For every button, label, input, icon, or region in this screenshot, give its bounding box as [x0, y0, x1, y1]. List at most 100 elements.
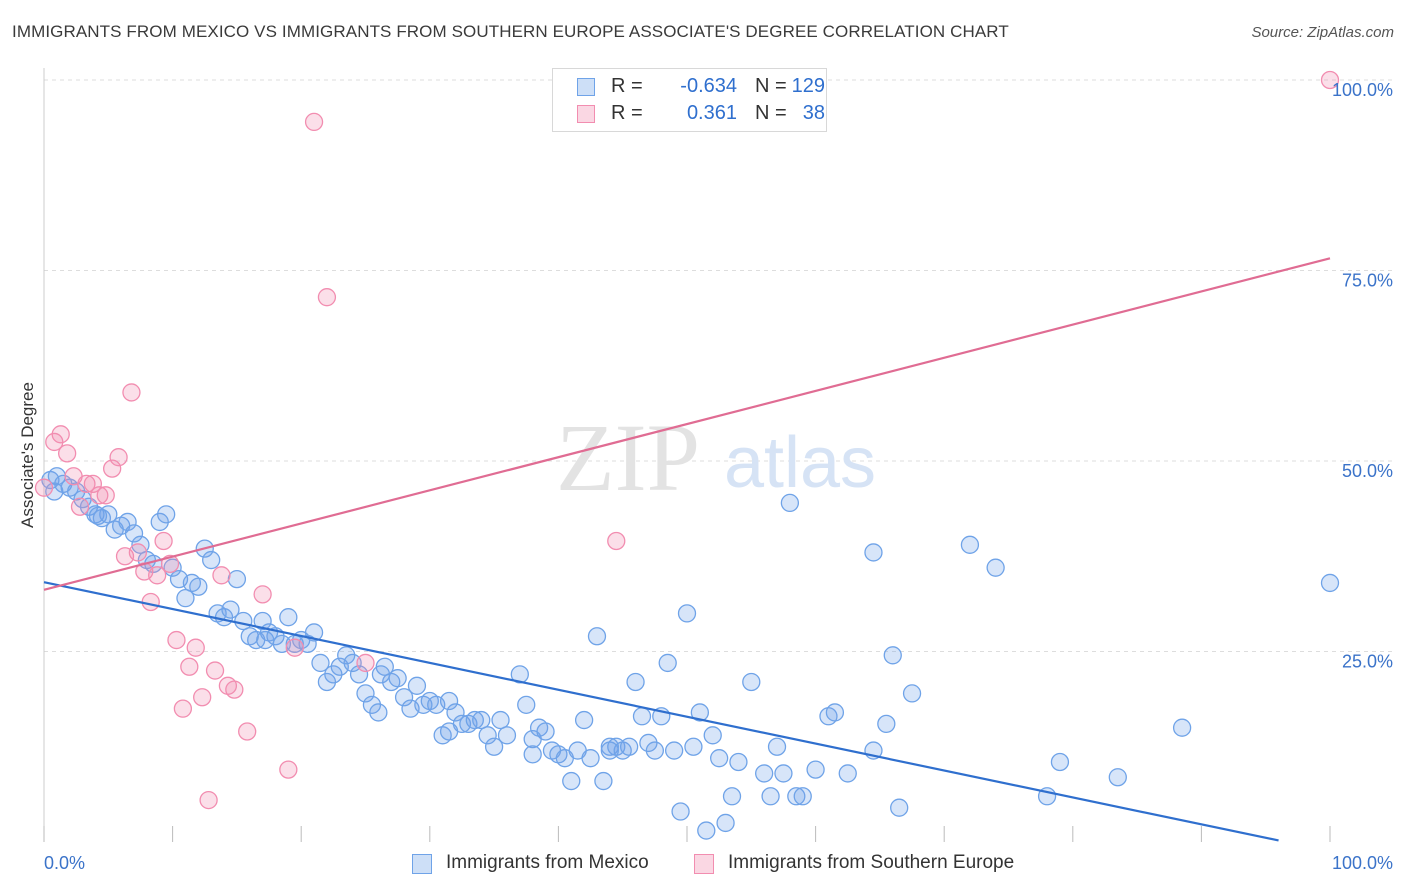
point-mexico-80 — [562, 771, 581, 791]
point-mexico-13 — [124, 524, 144, 543]
point-mexico-105 — [722, 787, 742, 806]
point-mexico-37 — [279, 608, 298, 627]
legend: R = -0.634 N = 129 R = 0.361 N = 38 — [552, 68, 827, 132]
point-mexico-71 — [497, 726, 517, 745]
point-mexico-54 — [388, 669, 407, 688]
point-southern-europe-31 — [253, 585, 272, 604]
point-southern-europe-7 — [83, 474, 103, 494]
point-mexico-72 — [510, 665, 529, 684]
point-mexico-111 — [774, 764, 793, 783]
point-mexico-135 — [371, 665, 391, 684]
point-mexico-106 — [729, 752, 748, 772]
point-southern-europe-6 — [77, 474, 96, 494]
point-mexico-90 — [626, 672, 645, 692]
point-mexico-67 — [472, 710, 491, 730]
point-southern-europe-16 — [141, 592, 160, 612]
point-mexico-136 — [439, 722, 459, 741]
point-southern-europe-21 — [173, 699, 193, 718]
point-mexico-126 — [986, 558, 1005, 577]
point-mexico-51 — [369, 703, 388, 722]
watermark-zip: ZIP — [556, 404, 700, 511]
legend-n-value: 129 — [791, 75, 825, 97]
point-mexico-112 — [780, 493, 800, 513]
point-mexico-48 — [349, 665, 369, 684]
point-southern-europe-14 — [128, 543, 148, 562]
point-mexico-85 — [594, 771, 613, 791]
point-mexico-21 — [176, 589, 195, 608]
point-mexico-121 — [877, 714, 896, 734]
point-mexico-107 — [742, 672, 761, 692]
point-mexico-82 — [574, 710, 594, 730]
chart-title: IMMIGRANTS FROM MEXICO VS IMMIGRANTS FRO… — [12, 22, 1009, 41]
point-southern-europe-10 — [103, 459, 122, 478]
point-mexico-69 — [484, 737, 504, 756]
point-mexico-133 — [88, 506, 108, 526]
point-mexico-118 — [838, 764, 857, 783]
point-mexico-76 — [536, 722, 555, 741]
point-mexico-99 — [684, 737, 703, 756]
point-southern-europe-18 — [154, 531, 173, 551]
point-mexico-29 — [227, 569, 247, 589]
legend-swatch-southern-europe — [577, 105, 595, 123]
point-mexico-100 — [690, 703, 710, 722]
point-mexico-28 — [221, 600, 240, 619]
point-southern-europe-3 — [57, 444, 77, 463]
legend-n-label: N = — [755, 75, 787, 97]
point-mexico-122 — [883, 646, 902, 665]
point-southern-europe-35 — [317, 288, 337, 307]
data-points — [34, 70, 1340, 840]
point-southern-europe-38 — [1320, 70, 1340, 90]
point-southern-europe-32 — [279, 760, 298, 779]
point-mexico-134 — [256, 630, 275, 650]
point-mexico-120 — [864, 543, 883, 562]
point-mexico-91 — [632, 707, 652, 726]
tick-labels: 25.0% 50.0% 75.0% 100.0% 0.0% 100.0% — [44, 80, 1393, 873]
legend-n-label: N = — [755, 102, 787, 124]
point-mexico-84 — [587, 627, 607, 646]
trend-lines — [43, 257, 1331, 842]
point-mexico-23 — [189, 577, 208, 596]
point-mexico-131 — [1320, 573, 1340, 593]
point-mexico-89 — [619, 737, 639, 756]
trend-line-southern-europe — [43, 257, 1331, 591]
point-southern-europe-8 — [90, 486, 109, 505]
point-mexico-55 — [394, 688, 414, 707]
point-mexico-108 — [755, 764, 774, 783]
point-mexico-115 — [806, 760, 825, 779]
bottom-legend-label-mexico: Immigrants from Mexico — [446, 852, 649, 873]
point-mexico-49 — [356, 684, 375, 703]
point-mexico-62 — [439, 691, 459, 711]
point-mexico-98 — [677, 604, 697, 623]
point-mexico-12 — [118, 512, 137, 532]
point-mexico-103 — [710, 749, 729, 768]
point-southern-europe-26 — [205, 661, 225, 680]
trend-line-mexico — [43, 581, 1279, 842]
legend-n-value: 38 — [802, 102, 825, 124]
point-mexico-95 — [658, 653, 677, 673]
point-southern-europe-27 — [212, 566, 231, 585]
point-southern-europe-34 — [304, 112, 324, 132]
y-tick-label-1: 50.0% — [1342, 461, 1393, 481]
point-mexico-138 — [600, 741, 619, 760]
point-southern-europe-36 — [356, 653, 375, 673]
legend-swatch-mexico — [577, 78, 595, 96]
point-southern-europe-33 — [285, 638, 304, 657]
point-mexico-117 — [825, 703, 845, 722]
point-mexico-110 — [767, 737, 787, 756]
point-southern-europe-23 — [186, 638, 205, 657]
legend-r-value: -0.634 — [680, 75, 737, 97]
point-southern-europe-29 — [225, 680, 244, 699]
point-southern-europe-2 — [51, 425, 70, 444]
point-mexico-57 — [407, 676, 427, 695]
point-mexico-125 — [960, 535, 980, 554]
watermark-atlas: atlas — [724, 423, 876, 503]
point-mexico-124 — [902, 684, 922, 703]
point-mexico-130 — [1172, 718, 1192, 737]
gridlines — [44, 79, 1394, 652]
axes — [43, 68, 1331, 842]
point-mexico-109 — [761, 787, 780, 806]
source-credit: Source: ZipAtlas.com — [1251, 24, 1394, 41]
point-mexico-132 — [45, 482, 64, 501]
bottom-legend-swatch-mexico — [412, 854, 432, 874]
